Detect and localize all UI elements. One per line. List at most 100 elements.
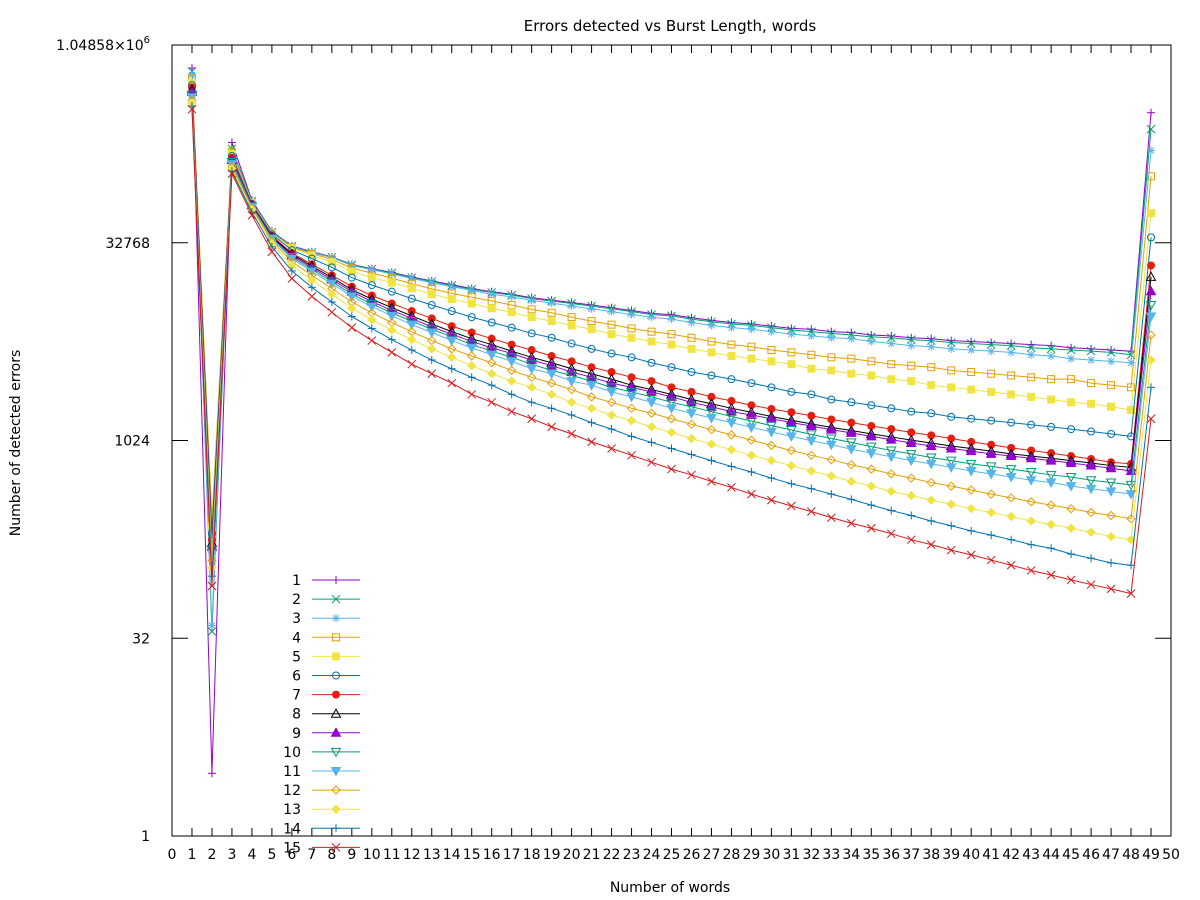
data-point bbox=[626, 403, 637, 414]
legend-entry: 11 bbox=[283, 764, 360, 780]
data-point bbox=[946, 481, 956, 491]
data-point bbox=[847, 495, 856, 504]
data-point bbox=[1026, 343, 1036, 353]
data-point bbox=[507, 390, 516, 399]
data-point bbox=[986, 555, 996, 565]
data-point bbox=[506, 357, 518, 367]
data-point bbox=[987, 338, 996, 347]
data-point bbox=[687, 470, 696, 480]
legend-entry: 7 bbox=[292, 688, 360, 704]
data-point bbox=[407, 334, 417, 345]
data-point bbox=[787, 348, 796, 357]
x-tick-label: 18 bbox=[523, 847, 541, 863]
data-point bbox=[406, 320, 418, 331]
data-point bbox=[1005, 450, 1017, 461]
data-point bbox=[926, 336, 936, 345]
data-point bbox=[567, 429, 576, 439]
data-point bbox=[367, 336, 377, 345]
data-point bbox=[1087, 554, 1096, 563]
data-point bbox=[747, 489, 756, 499]
data-point bbox=[807, 484, 816, 493]
legend-label: 4 bbox=[292, 630, 301, 646]
data-point bbox=[447, 307, 456, 316]
data-point bbox=[487, 381, 496, 390]
data-point bbox=[647, 377, 656, 386]
data-point bbox=[686, 402, 697, 413]
data-point bbox=[707, 321, 716, 330]
data-point bbox=[1087, 427, 1096, 436]
data-point bbox=[766, 455, 777, 466]
data-point bbox=[1086, 507, 1096, 518]
data-point bbox=[626, 415, 637, 426]
data-point bbox=[627, 450, 636, 460]
data-point bbox=[387, 287, 396, 296]
data-point bbox=[967, 346, 976, 355]
data-point bbox=[567, 302, 576, 311]
data-point bbox=[327, 258, 336, 267]
data-point bbox=[367, 324, 376, 333]
data-point bbox=[1087, 355, 1096, 364]
data-point bbox=[1047, 422, 1056, 431]
data-point bbox=[887, 404, 896, 413]
data-point bbox=[447, 282, 456, 291]
data-point bbox=[607, 349, 616, 358]
data-point bbox=[1025, 476, 1037, 486]
data-point bbox=[526, 364, 537, 375]
x-tick-label: 20 bbox=[563, 847, 581, 863]
data-point bbox=[607, 444, 616, 453]
data-point bbox=[886, 469, 896, 479]
data-point bbox=[1046, 344, 1056, 354]
data-point bbox=[667, 464, 676, 474]
data-point bbox=[626, 387, 637, 398]
series-3 bbox=[187, 70, 1156, 630]
legend-label: 12 bbox=[283, 783, 301, 799]
data-point bbox=[1027, 392, 1036, 401]
x-tick-label: 14 bbox=[443, 847, 461, 863]
data-point bbox=[487, 304, 496, 313]
data-point bbox=[807, 507, 816, 516]
data-point bbox=[487, 290, 496, 299]
data-point bbox=[547, 333, 556, 342]
x-tick-label: 10 bbox=[363, 847, 381, 863]
data-point bbox=[347, 267, 356, 276]
data-point bbox=[486, 369, 497, 379]
data-point bbox=[1127, 405, 1136, 414]
data-point bbox=[1007, 418, 1016, 427]
data-point bbox=[407, 359, 417, 369]
data-point bbox=[606, 377, 617, 388]
x-tick-label: 19 bbox=[543, 847, 561, 863]
series-line bbox=[191, 84, 1152, 534]
data-point bbox=[1045, 455, 1057, 465]
legend-entry: 13 bbox=[283, 802, 360, 818]
data-point bbox=[1045, 470, 1057, 481]
y-tick-label: 32 bbox=[132, 631, 150, 647]
data-point bbox=[606, 383, 617, 393]
x-tick-label: 42 bbox=[1002, 847, 1020, 863]
data-point bbox=[447, 378, 457, 388]
data-point bbox=[331, 785, 341, 795]
data-point bbox=[1085, 484, 1097, 495]
data-point bbox=[787, 408, 796, 417]
data-point bbox=[985, 448, 997, 458]
data-point bbox=[767, 495, 776, 505]
data-point bbox=[767, 327, 776, 336]
data-point bbox=[331, 594, 341, 604]
data-point bbox=[826, 455, 837, 465]
data-point bbox=[707, 456, 716, 465]
data-point bbox=[347, 273, 356, 282]
data-point bbox=[966, 485, 976, 495]
data-point bbox=[925, 459, 937, 470]
data-point bbox=[1046, 500, 1056, 510]
data-point bbox=[746, 423, 757, 433]
data-point bbox=[1046, 570, 1056, 580]
x-tick-label: 26 bbox=[683, 847, 701, 863]
data-point bbox=[647, 358, 656, 367]
data-point bbox=[1025, 467, 1037, 478]
y-tick-label-base: 32 bbox=[132, 631, 150, 647]
data-point bbox=[447, 364, 456, 373]
data-point bbox=[826, 513, 836, 522]
data-point bbox=[1147, 146, 1156, 155]
data-point bbox=[686, 409, 697, 419]
x-tick-label: 28 bbox=[723, 847, 741, 863]
x-tick-label: 41 bbox=[982, 847, 1000, 863]
